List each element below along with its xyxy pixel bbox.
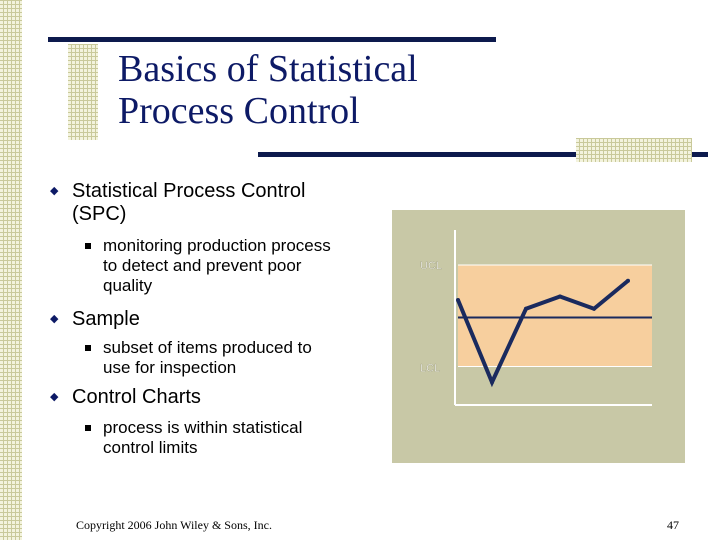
sub-bullet-1-line-2: to detect and prevent poor xyxy=(103,256,302,275)
ucl-label: UCL xyxy=(420,260,442,272)
data-point xyxy=(626,278,630,283)
title-rule-bottom xyxy=(258,152,708,157)
square-bullet-icon xyxy=(85,243,91,249)
bullet-1: Statistical Process Control (SPC) xyxy=(72,180,305,226)
lcl-label: LCL xyxy=(420,363,440,375)
copyright-footer: Copyright 2006 John Wiley & Sons, Inc. xyxy=(76,518,272,532)
sample-series-line xyxy=(456,279,630,388)
title-line-2: Process Control xyxy=(118,90,360,132)
sub-bullet-1-line-1: monitoring production process xyxy=(103,236,331,255)
title-rule-top xyxy=(48,37,496,42)
title-line-1: Basics of Statistical xyxy=(118,48,418,90)
slide-title: Basics of Statistical Process Control xyxy=(118,48,418,132)
sub-bullet-3-line-2: control limits xyxy=(103,438,198,457)
data-point xyxy=(558,294,562,299)
sub-bullet-1-line-3: quality xyxy=(103,276,153,295)
control-chart-svg: UCL LCL xyxy=(420,230,652,406)
sub-bullet-2: subset of items produced to use for insp… xyxy=(103,338,312,378)
diamond-bullet-icon: ◆ xyxy=(50,313,59,325)
data-point xyxy=(490,380,494,385)
bullet-1-line-1: Statistical Process Control xyxy=(72,180,306,202)
sub-bullet-3: process is within statistical control li… xyxy=(103,418,302,458)
title-accent-block xyxy=(68,44,98,140)
bullet-3-line-1: Control Charts xyxy=(72,386,201,408)
bullet-3: Control Charts xyxy=(72,386,201,409)
square-bullet-icon xyxy=(85,345,91,351)
bullet-1-line-2: (SPC) xyxy=(72,203,127,225)
bullet-2-line-1: Sample xyxy=(72,308,140,330)
diamond-bullet-icon: ◆ xyxy=(50,391,59,403)
control-chart: UCL LCL xyxy=(392,210,685,463)
square-bullet-icon xyxy=(85,425,91,431)
control-band xyxy=(458,265,652,367)
data-point xyxy=(456,298,460,302)
page-number: 47 xyxy=(667,518,679,532)
data-point xyxy=(524,306,528,311)
decorative-stripe xyxy=(0,0,22,540)
sub-bullet-1: monitoring production process to detect … xyxy=(103,236,331,296)
data-point xyxy=(592,306,596,311)
bullet-2: Sample xyxy=(72,308,140,331)
sub-bullet-3-line-1: process is within statistical xyxy=(103,418,303,437)
diamond-bullet-icon: ◆ xyxy=(50,185,59,197)
sub-bullet-2-line-2: use for inspection xyxy=(103,358,237,377)
sub-bullet-2-line-1: subset of items produced to xyxy=(103,338,312,357)
corner-accent-block xyxy=(576,138,692,162)
